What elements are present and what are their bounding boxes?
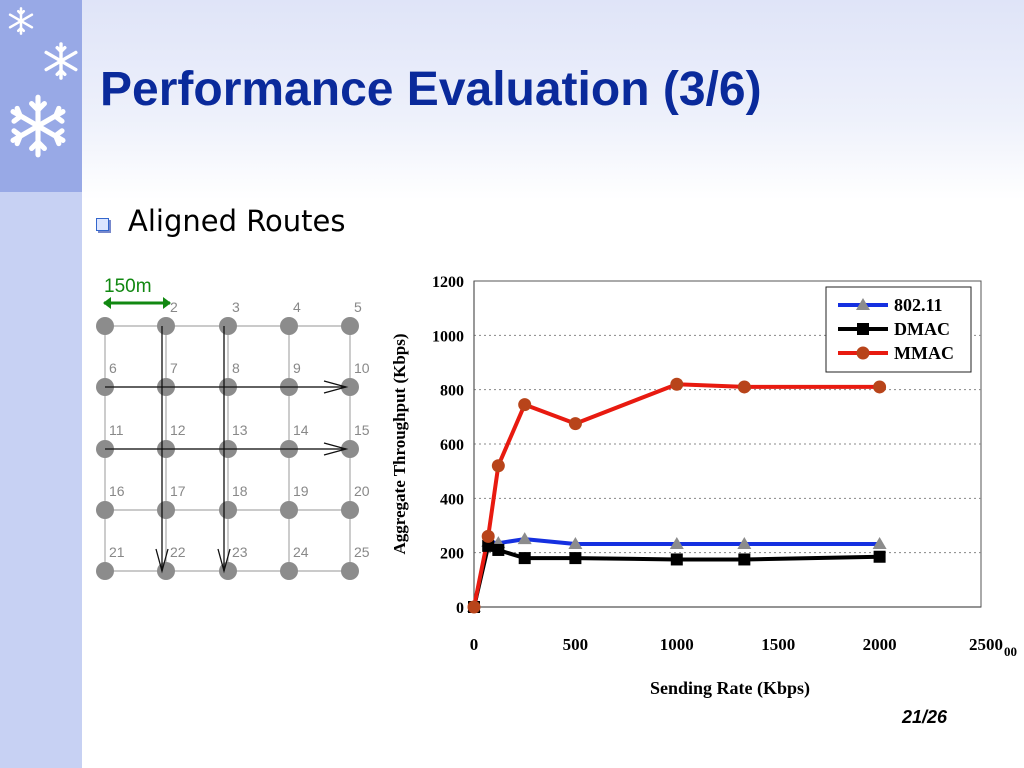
y-tick-label: 400: [440, 491, 464, 508]
page-number: 21/26: [902, 707, 948, 727]
data-point-mmac: [737, 380, 751, 394]
page-title: Performance Evaluation (3/6): [100, 63, 762, 116]
axis-annotation: 00: [1004, 644, 1017, 659]
x-axis-label: Sending Rate (Kbps): [650, 678, 810, 699]
data-point-dmac: [492, 543, 505, 556]
y-tick-label: 200: [440, 546, 464, 563]
data-point-mmac: [873, 380, 887, 394]
node-label: 4: [293, 299, 301, 315]
data-point-dmac: [670, 553, 683, 566]
node-label: 3: [232, 299, 240, 315]
node-label: 16: [109, 483, 125, 499]
route-arrow-icon: [323, 380, 349, 394]
data-point-802-11: [568, 536, 583, 549]
network-node: [341, 378, 359, 396]
node-label: 19: [293, 483, 309, 499]
x-tick-label: 2000: [863, 635, 897, 654]
data-point-mmac: [518, 398, 532, 412]
legend-marker-dmac: [857, 323, 869, 335]
x-tick-label: 2500: [969, 635, 1003, 654]
data-point-mmac: [491, 459, 505, 473]
data-point-dmac: [738, 553, 751, 566]
network-node: [341, 501, 359, 519]
x-tick-label: 0: [470, 635, 479, 654]
snowflake-icon: [10, 94, 66, 158]
node-label: 6: [109, 360, 117, 376]
network-node: [341, 317, 359, 335]
node-label: 22: [170, 544, 186, 560]
node-label: 23: [232, 544, 248, 560]
node-label: 12: [170, 422, 186, 438]
left-decor-bar-top: [0, 0, 82, 192]
data-point-802-11: [737, 536, 752, 549]
y-tick-label: 0: [456, 600, 464, 617]
x-tick-label: 1000: [660, 635, 694, 654]
bullet-text: Aligned Routes: [128, 204, 346, 238]
x-tick-label: 1500: [761, 635, 795, 654]
node-label: 11: [109, 422, 124, 438]
node-label: 9: [293, 360, 301, 376]
legend-marker-802-11: [856, 298, 870, 310]
y-tick-label: 1000: [432, 328, 464, 345]
node-label: 2: [170, 299, 178, 315]
data-point-802-11: [872, 536, 887, 549]
scale-label: 150m: [104, 276, 152, 297]
node-label: 8: [232, 360, 240, 376]
route-arrow-icon: [323, 442, 349, 456]
node-label: 18: [232, 483, 248, 499]
bullet-icon: [96, 218, 109, 231]
node-label: 10: [354, 360, 370, 376]
route-arrow-icon: [217, 548, 231, 574]
route-arrow-icon: [155, 548, 169, 574]
network-node: [280, 562, 298, 580]
network-node: [341, 562, 359, 580]
network-node: [96, 317, 114, 335]
node-label: 17: [170, 483, 186, 499]
snowflake-icon: [44, 42, 78, 80]
data-point-mmac: [481, 529, 495, 543]
node-label: 20: [354, 483, 370, 499]
y-axis-label: Aggregate Throughput (Kbps): [390, 333, 409, 554]
y-tick-label: 600: [440, 437, 464, 454]
node-label: 24: [293, 544, 309, 560]
network-node: [280, 501, 298, 519]
network-node: [96, 501, 114, 519]
x-tick-label: 500: [563, 635, 589, 654]
data-point-dmac: [873, 550, 886, 563]
scale-arrow-right-icon: [163, 297, 171, 309]
node-label: 5: [354, 299, 362, 315]
network-node: [341, 440, 359, 458]
data-point-dmac: [569, 552, 582, 565]
scale-arrow-left-icon: [103, 297, 111, 309]
legend-label: MMAC: [894, 343, 954, 363]
data-point-dmac: [482, 539, 495, 552]
data-point-802-11: [669, 536, 684, 549]
legend-label: DMAC: [894, 319, 950, 339]
y-tick-label: 800: [440, 383, 464, 400]
node-label: 13: [232, 422, 248, 438]
node-label: 21: [109, 544, 125, 560]
node-label: 25: [354, 544, 370, 560]
data-point-mmac: [467, 600, 481, 614]
node-label: 15: [354, 422, 370, 438]
data-point-mmac: [670, 377, 684, 391]
snowflake-icon: [8, 7, 34, 35]
legend-marker-mmac: [856, 346, 870, 360]
node-label: 7: [170, 360, 178, 376]
series-line-mmac: [472, 382, 880, 608]
data-point-mmac: [568, 417, 582, 431]
node-label: 14: [293, 422, 309, 438]
y-tick-label: 1200: [432, 274, 464, 291]
network-node: [280, 317, 298, 335]
data-point-dmac: [518, 552, 531, 565]
data-point-802-11: [517, 532, 532, 545]
legend-label: 802.11: [894, 295, 943, 315]
network-node: [96, 562, 114, 580]
